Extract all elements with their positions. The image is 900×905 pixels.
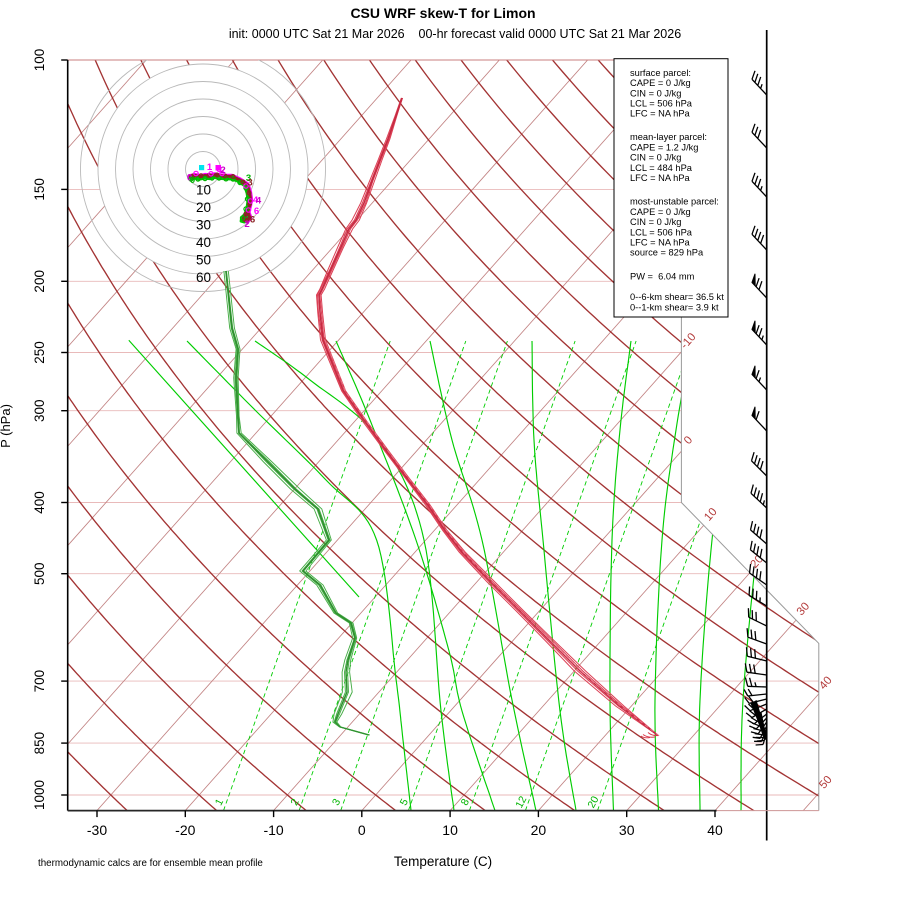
svg-text:30: 30: [619, 822, 635, 838]
svg-text:source = 829 hPa: source = 829 hPa: [630, 248, 704, 258]
svg-text:LFC = NA hPa: LFC = NA hPa: [630, 173, 691, 183]
svg-text:3: 3: [330, 797, 343, 808]
svg-text:-10: -10: [263, 822, 283, 838]
svg-text:0: 0: [190, 175, 195, 186]
svg-text:1: 1: [213, 797, 226, 808]
svg-text:LFC = NA hPa: LFC = NA hPa: [630, 238, 691, 248]
svg-text:LFC = NA hPa: LFC = NA hPa: [630, 109, 691, 119]
svg-text:0--1-km shear= 3.9 kt: 0--1-km shear= 3.9 kt: [630, 303, 719, 313]
svg-text:250: 250: [32, 341, 47, 364]
svg-text:40: 40: [707, 822, 723, 838]
svg-text:mean-layer parcel:: mean-layer parcel:: [630, 132, 707, 142]
svg-text:3: 3: [247, 177, 252, 188]
svg-text:most-unstable parcel:: most-unstable parcel:: [630, 197, 719, 207]
svg-text:Temperature (C): Temperature (C): [394, 854, 492, 869]
svg-text:150: 150: [32, 178, 47, 201]
svg-text:CAPE = 0 J/kg: CAPE = 0 J/kg: [630, 78, 691, 88]
svg-text:CIN = 0 J/kg: CIN = 0 J/kg: [630, 153, 681, 163]
svg-text:LCL = 506 hPa: LCL = 506 hPa: [630, 227, 693, 237]
svg-text:CAPE = 0 J/kg: CAPE = 0 J/kg: [630, 207, 691, 217]
svg-text:1: 1: [207, 162, 213, 173]
svg-text:6: 6: [254, 206, 259, 217]
svg-text:200: 200: [32, 270, 47, 293]
svg-text:-30: -30: [87, 822, 107, 838]
svg-text:400: 400: [32, 491, 47, 514]
svg-text:-20: -20: [175, 822, 195, 838]
svg-text:50: 50: [196, 252, 211, 267]
svg-text:0: 0: [187, 172, 192, 183]
svg-text:700: 700: [32, 670, 47, 693]
svg-text:init: 0000 UTC Sat 21 Mar 2026: init: 0000 UTC Sat 21 Mar 2026 00-hr for…: [229, 27, 681, 41]
svg-text:20: 20: [531, 822, 547, 838]
svg-text:60: 60: [196, 270, 211, 285]
svg-text:5: 5: [398, 797, 411, 808]
svg-text:12: 12: [513, 794, 529, 810]
svg-text:LCL = 484 hPa: LCL = 484 hPa: [630, 163, 693, 173]
svg-text:LCL = 506 hPa: LCL = 506 hPa: [630, 99, 693, 109]
svg-text:CSU WRF skew-T for Limon: CSU WRF skew-T for Limon: [350, 5, 535, 21]
svg-text:0: 0: [358, 822, 366, 838]
svg-text:4: 4: [256, 195, 262, 206]
svg-text:4: 4: [253, 195, 259, 206]
svg-text:3: 3: [246, 173, 251, 184]
svg-text:2: 2: [244, 219, 249, 230]
svg-text:surface parcel:: surface parcel:: [630, 68, 691, 78]
svg-text:P (hPa): P (hPa): [0, 404, 13, 448]
svg-text:2: 2: [220, 165, 225, 176]
svg-text:5: 5: [216, 164, 222, 175]
svg-text:10: 10: [196, 182, 211, 197]
svg-text:0--6-km shear= 36.5 kt: 0--6-km shear= 36.5 kt: [630, 292, 724, 302]
svg-text:CIN = 0 J/kg: CIN = 0 J/kg: [630, 217, 681, 227]
svg-text:500: 500: [32, 562, 47, 585]
svg-text:6: 6: [250, 214, 255, 225]
svg-text:20: 20: [196, 200, 211, 215]
svg-text:10: 10: [442, 822, 458, 838]
svg-text:30: 30: [196, 217, 211, 232]
svg-text:100: 100: [32, 49, 47, 72]
svg-text:1000: 1000: [32, 780, 47, 810]
svg-text:300: 300: [32, 399, 47, 422]
svg-text:8: 8: [459, 797, 472, 808]
svg-text:PW = 6.04 mm: PW = 6.04 mm: [630, 272, 695, 282]
svg-text:thermodynamic calcs are for en: thermodynamic calcs are for ensemble mea…: [38, 858, 263, 869]
svg-text:20: 20: [585, 794, 601, 810]
svg-text:CIN = 0 J/kg: CIN = 0 J/kg: [630, 88, 681, 98]
svg-text:850: 850: [32, 732, 47, 755]
svg-text:2: 2: [288, 797, 301, 808]
svg-text:40: 40: [196, 235, 211, 250]
svg-text:CAPE = 1.2 J/kg: CAPE = 1.2 J/kg: [630, 142, 698, 152]
